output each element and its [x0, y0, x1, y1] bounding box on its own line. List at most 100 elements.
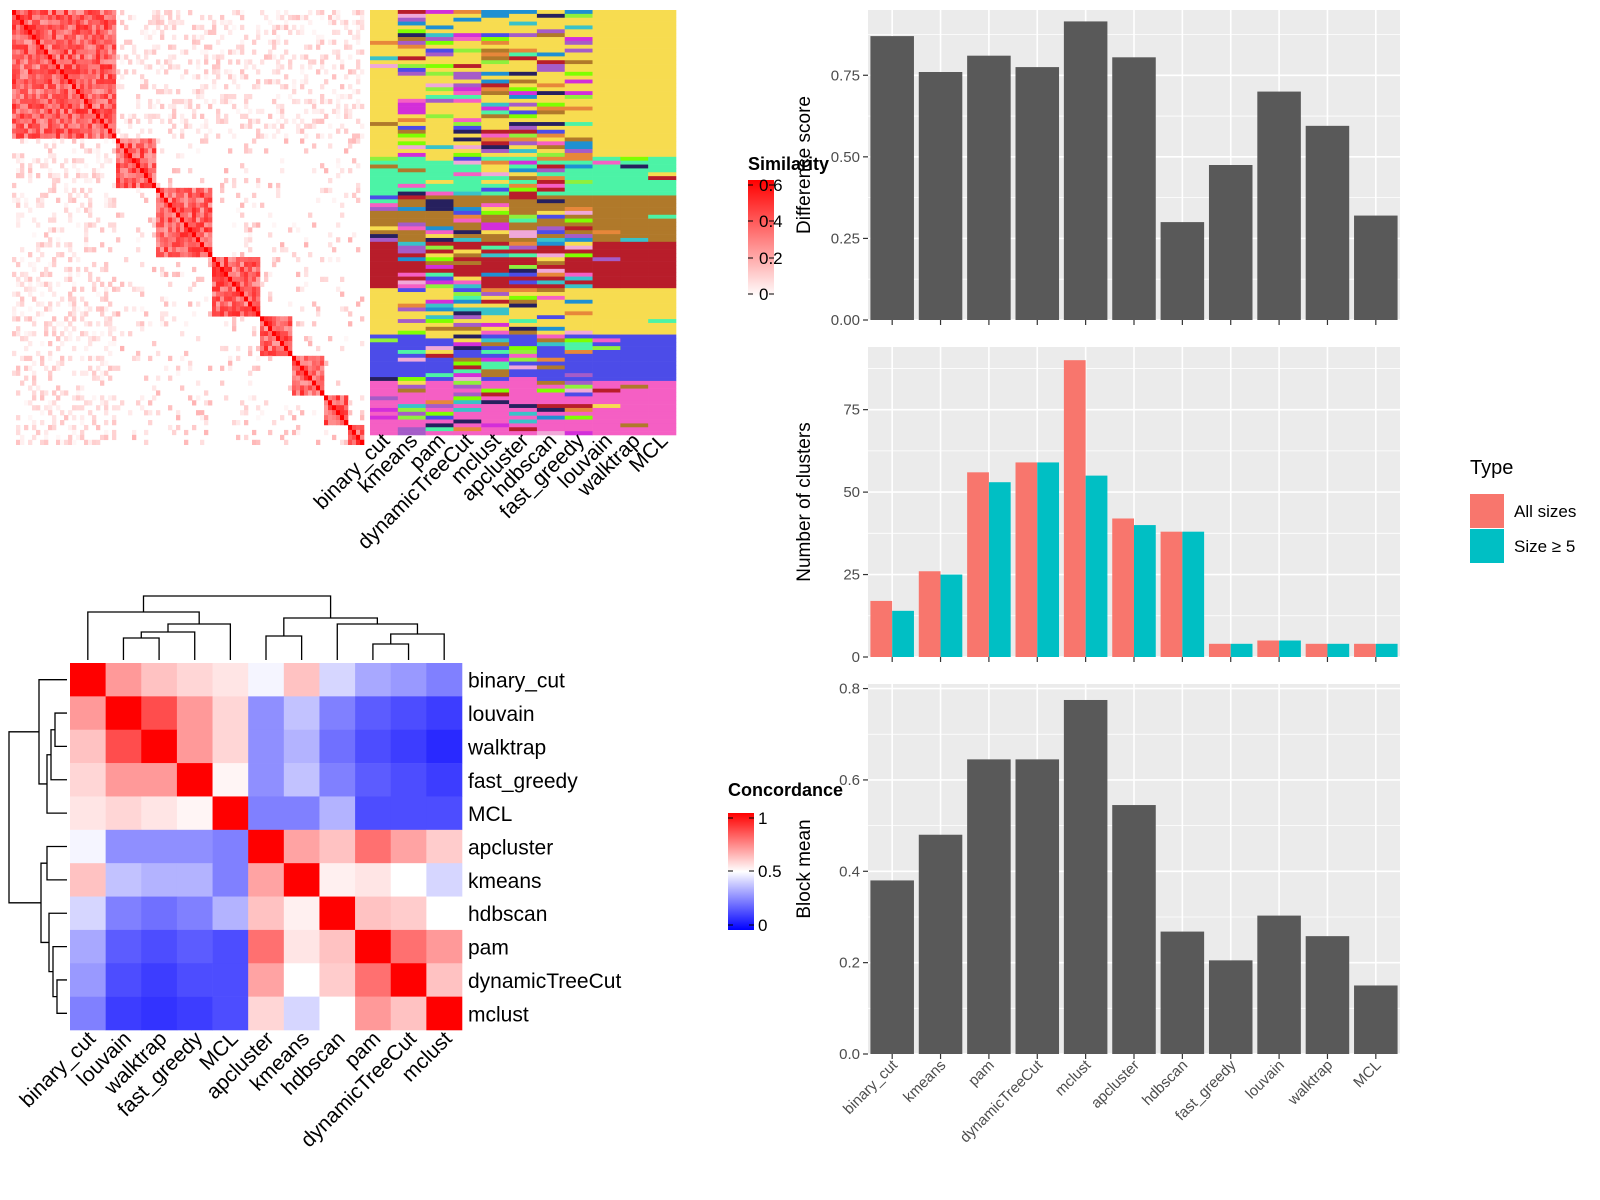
similarity-cell	[100, 39, 105, 45]
y-tick-label: 0.0	[839, 1046, 860, 1063]
annotation-cell	[425, 60, 454, 65]
similarity-cell	[80, 84, 85, 90]
annotation-cell	[397, 21, 426, 26]
annotation-cell	[592, 13, 621, 19]
annotation-cell	[536, 280, 566, 285]
annotation-cell	[425, 373, 454, 378]
annotation-cell	[620, 388, 649, 393]
annotation-cell	[509, 342, 538, 347]
annotation-cell	[397, 342, 426, 347]
similarity-cell	[88, 177, 93, 184]
annotation-cell	[648, 180, 677, 185]
similarity-cell	[76, 39, 81, 45]
similarity-cell	[244, 227, 249, 233]
similarity-cell	[352, 439, 357, 446]
annotation-cell	[536, 71, 566, 76]
similarity-cell	[208, 400, 213, 406]
similarity-cell	[108, 24, 113, 31]
similarity-cell	[224, 113, 229, 119]
similarity-cell	[324, 429, 329, 436]
bar-mclust	[1063, 21, 1108, 321]
similarity-cell	[180, 217, 185, 223]
similarity-cell	[320, 385, 325, 391]
y-tick-label: 75	[843, 402, 860, 419]
similarity-cell	[40, 123, 45, 129]
concordance-cell	[283, 663, 320, 697]
similarity-cell	[276, 316, 281, 322]
similarity-cell	[44, 93, 49, 100]
similarity-cell	[116, 128, 121, 134]
similarity-cell	[96, 98, 101, 105]
similarity-cell	[60, 39, 65, 45]
similarity-cell	[80, 113, 85, 119]
similarity-cell	[144, 34, 149, 40]
similarity-cell	[264, 331, 269, 337]
similarity-cell	[196, 74, 201, 80]
concordance-cell	[248, 796, 285, 831]
similarity-cell	[300, 24, 305, 31]
similarity-cell	[228, 306, 233, 312]
annotation-cell	[536, 226, 566, 231]
dendrogram-branch	[38, 679, 67, 785]
annotation-cell	[481, 214, 510, 219]
annotation-cell	[481, 203, 510, 208]
similarity-cell	[24, 84, 29, 90]
similarity-cell	[24, 44, 29, 50]
similarity-cell	[64, 118, 69, 124]
similarity-cell	[328, 177, 333, 184]
similarity-cell	[28, 108, 33, 115]
similarity-cell	[204, 69, 209, 75]
annotation-cell	[509, 114, 538, 119]
similarity-cell	[40, 355, 45, 362]
annotation-cell	[648, 102, 677, 107]
similarity-cell	[240, 410, 245, 416]
annotation-cell	[453, 373, 482, 378]
similarity-cell	[56, 39, 61, 45]
annotation-cell	[620, 303, 649, 308]
similarity-cell	[48, 29, 53, 35]
similarity-cell	[360, 103, 365, 110]
annotation-cell	[620, 392, 649, 397]
similarity-cell	[28, 69, 33, 75]
similarity-cell	[356, 434, 361, 441]
similarity-cell	[224, 286, 229, 292]
annotation-cell	[620, 172, 649, 177]
similarity-cell	[184, 217, 189, 223]
similarity-cell	[76, 93, 81, 100]
similarity-cell	[28, 118, 33, 124]
similarity-cell	[120, 281, 125, 287]
annotation-cell	[564, 180, 593, 185]
similarity-cell	[32, 49, 37, 55]
similarity-cell	[312, 168, 317, 174]
similarity-cell	[196, 242, 201, 248]
similarity-cell	[156, 197, 161, 203]
similarity-cell	[148, 158, 153, 164]
similarity-cell	[124, 163, 129, 169]
similarity-cell	[28, 84, 33, 90]
similarity-cell	[96, 123, 101, 129]
similarity-cell	[140, 261, 145, 268]
similarity-cell	[252, 331, 257, 337]
similarity-cell	[240, 257, 245, 263]
annotation-cell	[509, 388, 538, 393]
similarity-cell	[84, 34, 89, 40]
annotation-cell	[370, 350, 399, 355]
similarity-cell	[52, 390, 57, 396]
annotation-cell	[564, 129, 593, 134]
similarity-cell	[48, 410, 53, 416]
annotation-cell	[509, 237, 538, 243]
annotation-cell	[592, 176, 621, 181]
annotation-cell	[564, 373, 593, 378]
similarity-cell	[228, 19, 233, 26]
annotation-cell	[648, 106, 677, 111]
bar-dynamictreecut	[1015, 67, 1060, 321]
similarity-cell	[256, 108, 261, 115]
similarity-cell	[68, 89, 73, 95]
annotation-cell	[564, 95, 593, 100]
similarity-cell	[80, 296, 85, 302]
similarity-cell	[52, 19, 57, 26]
similarity-cell	[88, 79, 93, 85]
similarity-cell	[76, 79, 81, 85]
similarity-cell	[132, 177, 137, 184]
similarity-cell	[196, 89, 201, 95]
